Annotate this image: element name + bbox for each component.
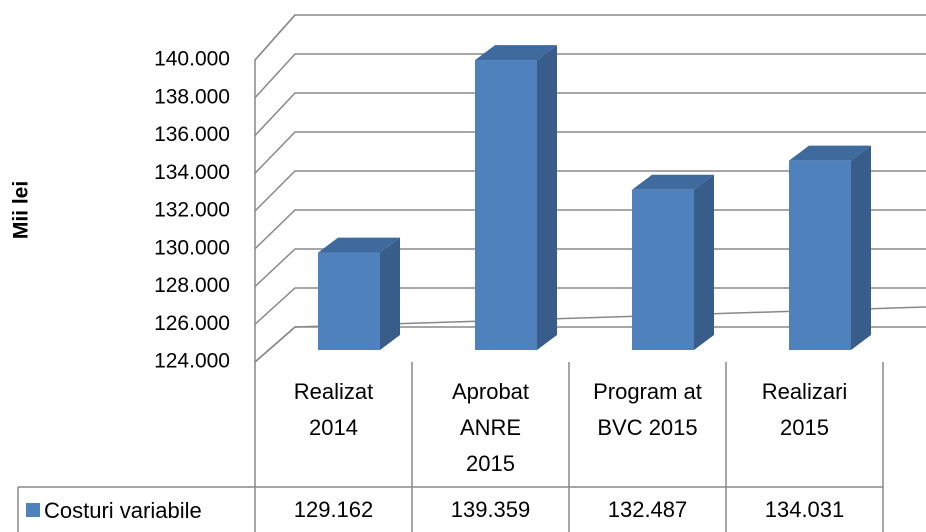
bar: [632, 174, 714, 350]
category-label-text: Program at BVC 2015: [593, 379, 702, 440]
y-tick-label: 134.000: [154, 161, 230, 184]
grid-line: [254, 326, 926, 363]
value-label: 132.487: [569, 497, 726, 523]
value-label-text: 139.359: [450, 497, 531, 522]
grid-line: [254, 248, 926, 288]
y-tick-label: 128.000: [154, 274, 230, 297]
category-label: Aprobat ANRE 2015: [412, 362, 569, 487]
grid-line: [254, 92, 926, 137]
value-label: 139.359: [412, 497, 569, 523]
grid-line: [254, 53, 926, 99]
category-label-text: Aprobat ANRE 2015: [451, 379, 530, 476]
y-tick-label: 130.000: [154, 236, 230, 259]
bar: [789, 145, 871, 350]
category-label-text: Realizari 2015: [761, 379, 848, 440]
grid-line: [254, 170, 926, 212]
value-label-text: 132.487: [607, 497, 688, 522]
y-tick-label: 124.000: [154, 350, 230, 373]
legend-key: [26, 503, 40, 517]
bar-face: [789, 145, 871, 161]
y-tick-label: 126.000: [154, 312, 230, 335]
grid-line: [254, 131, 926, 174]
category-label: Realizat 2014: [255, 362, 412, 487]
value-label-text: 134.031: [764, 497, 845, 522]
bar-face: [475, 45, 557, 61]
bar-face: [318, 237, 400, 253]
category-label-text: Realizat 2014: [293, 379, 374, 440]
bar-face: [475, 60, 537, 350]
grid-line: [254, 209, 926, 250]
value-label-text: 129.162: [293, 497, 374, 522]
bar-face: [318, 252, 380, 350]
y-tick-label: 136.000: [154, 123, 230, 146]
bar-face: [537, 45, 557, 350]
bar: [318, 237, 400, 350]
y-tick-label: 132.000: [154, 199, 230, 222]
bar-face: [632, 174, 714, 190]
bar: [475, 45, 557, 350]
bar-face: [694, 174, 714, 350]
bar-face: [632, 189, 694, 350]
value-label: 134.031: [726, 497, 883, 523]
y-tick-label: 140.000: [154, 48, 230, 71]
bar-face: [789, 160, 851, 350]
category-label: Realizari 2015: [726, 362, 883, 487]
bar-face: [380, 237, 400, 350]
bar-face: [851, 145, 871, 350]
category-label: Program at BVC 2015: [569, 362, 726, 487]
grid-line: [254, 14, 926, 61]
grid-line: [254, 287, 926, 325]
value-label: 129.162: [255, 497, 412, 523]
y-axis-title: Mii lei: [10, 181, 33, 239]
legend-label: Costuri variabile: [44, 498, 202, 523]
y-tick-label: 138.000: [154, 85, 230, 108]
left-wall: [254, 14, 296, 362]
